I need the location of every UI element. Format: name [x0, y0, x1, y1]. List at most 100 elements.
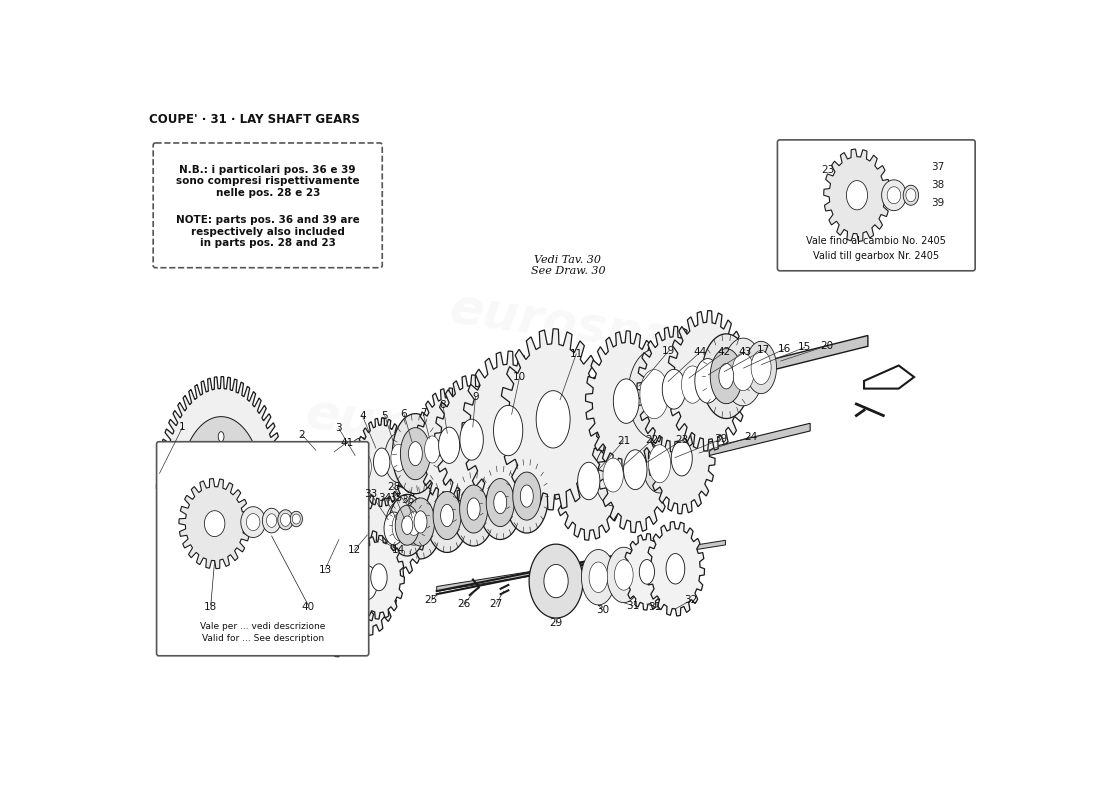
Polygon shape	[402, 516, 412, 534]
Polygon shape	[578, 462, 600, 500]
Polygon shape	[723, 338, 763, 406]
Ellipse shape	[240, 447, 245, 457]
Text: 33: 33	[364, 489, 377, 498]
Text: 15: 15	[799, 342, 812, 352]
Text: 27: 27	[490, 599, 503, 610]
Polygon shape	[363, 477, 426, 580]
Text: 7: 7	[420, 407, 427, 418]
Text: 42: 42	[717, 347, 730, 358]
Polygon shape	[374, 448, 389, 476]
Polygon shape	[598, 407, 672, 533]
Text: 30: 30	[596, 605, 608, 614]
Polygon shape	[246, 514, 260, 530]
Polygon shape	[241, 506, 265, 538]
Text: 44: 44	[694, 346, 707, 357]
Polygon shape	[407, 498, 434, 546]
Polygon shape	[278, 510, 294, 530]
Polygon shape	[499, 329, 607, 510]
Polygon shape	[390, 444, 406, 471]
Polygon shape	[393, 414, 439, 494]
FancyBboxPatch shape	[156, 442, 368, 656]
Polygon shape	[624, 534, 671, 610]
Text: 31: 31	[648, 602, 661, 611]
Text: Valid till gearbox Nr. 2405: Valid till gearbox Nr. 2405	[813, 251, 939, 261]
Polygon shape	[494, 406, 522, 456]
Polygon shape	[702, 334, 751, 418]
Polygon shape	[293, 514, 300, 524]
Polygon shape	[615, 560, 634, 590]
Polygon shape	[407, 512, 420, 535]
Text: eurospares: eurospares	[302, 389, 622, 481]
Polygon shape	[402, 502, 426, 545]
Polygon shape	[494, 491, 507, 514]
Polygon shape	[520, 485, 534, 507]
Text: 26: 26	[456, 599, 471, 610]
Polygon shape	[649, 403, 715, 514]
Polygon shape	[614, 379, 639, 423]
Text: 40: 40	[301, 602, 315, 613]
Polygon shape	[156, 377, 286, 601]
Text: 5: 5	[382, 410, 388, 421]
Text: 13: 13	[318, 565, 332, 574]
Text: 18: 18	[205, 602, 218, 613]
Polygon shape	[640, 370, 669, 418]
Polygon shape	[529, 544, 583, 618]
Polygon shape	[711, 349, 742, 404]
Text: 2: 2	[298, 430, 306, 440]
Polygon shape	[414, 511, 427, 533]
Text: 39: 39	[715, 434, 728, 444]
Polygon shape	[628, 350, 681, 438]
Text: 4: 4	[359, 411, 365, 421]
Polygon shape	[388, 494, 426, 556]
Polygon shape	[639, 559, 654, 584]
Text: 3: 3	[336, 423, 342, 434]
Polygon shape	[460, 485, 487, 533]
Polygon shape	[425, 436, 440, 463]
Text: 31: 31	[626, 601, 640, 610]
Polygon shape	[906, 189, 916, 202]
Polygon shape	[371, 564, 387, 590]
Text: eurospares: eurospares	[447, 284, 766, 376]
Polygon shape	[603, 458, 624, 492]
Text: 25: 25	[425, 595, 438, 606]
Text: 32: 32	[684, 595, 697, 606]
Polygon shape	[733, 354, 755, 390]
Polygon shape	[327, 575, 351, 615]
Polygon shape	[903, 186, 918, 206]
Polygon shape	[434, 375, 508, 504]
Polygon shape	[888, 186, 901, 204]
Polygon shape	[433, 491, 461, 539]
Text: 10: 10	[513, 372, 526, 382]
Polygon shape	[426, 478, 469, 553]
Polygon shape	[847, 181, 868, 210]
Polygon shape	[395, 505, 419, 546]
Text: 17: 17	[757, 345, 770, 355]
Polygon shape	[266, 514, 277, 527]
Polygon shape	[179, 478, 251, 569]
Polygon shape	[513, 472, 541, 520]
Polygon shape	[392, 513, 409, 542]
Polygon shape	[418, 425, 447, 474]
Polygon shape	[399, 485, 442, 559]
Text: N.B.: i particolari pos. 36 e 39
sono compresi rispettivamente
nelle pos. 28 e 2: N.B.: i particolari pos. 36 e 39 sono co…	[176, 165, 360, 198]
Polygon shape	[649, 445, 671, 482]
Polygon shape	[746, 342, 777, 394]
Text: Vedi Tav. 30
See Draw. 30: Vedi Tav. 30 See Draw. 30	[530, 254, 605, 276]
Polygon shape	[345, 438, 378, 496]
Polygon shape	[355, 418, 408, 506]
Ellipse shape	[218, 536, 224, 546]
Polygon shape	[384, 512, 404, 545]
Polygon shape	[595, 444, 631, 506]
Polygon shape	[462, 351, 554, 510]
Polygon shape	[662, 370, 685, 409]
Polygon shape	[385, 434, 412, 482]
Polygon shape	[202, 457, 240, 521]
Text: 23: 23	[674, 435, 689, 446]
Polygon shape	[624, 450, 647, 490]
Text: COUPE' · 31 · LAY SHAFT GEARS: COUPE' · 31 · LAY SHAFT GEARS	[150, 113, 361, 126]
Polygon shape	[486, 478, 514, 526]
Polygon shape	[824, 149, 890, 242]
Text: 38: 38	[932, 180, 945, 190]
Text: Vale fino al cambio No. 2405: Vale fino al cambio No. 2405	[806, 236, 946, 246]
Text: 1: 1	[179, 422, 186, 432]
